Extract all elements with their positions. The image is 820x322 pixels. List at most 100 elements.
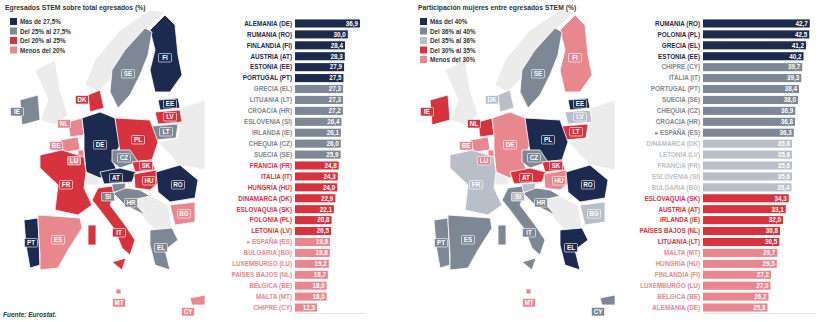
category-label: AUSTRIA (AT) (658, 206, 700, 214)
map-label-box (164, 100, 177, 109)
category-label: ▸ ESPAÑA (ES) (247, 237, 292, 246)
map-label-box (569, 54, 582, 63)
bar (295, 107, 343, 115)
category-label: FRANCIA (FR) (250, 162, 292, 170)
map-label-box (52, 236, 65, 245)
bar (703, 30, 809, 38)
legend-label: Del 25% al 27,5% (20, 28, 71, 36)
bar (703, 205, 786, 213)
map-country (38, 215, 82, 270)
map-label: AT (112, 174, 120, 181)
map-label: RO (173, 181, 183, 188)
map-country (492, 112, 530, 178)
x-axis (703, 313, 816, 314)
category-label: CHIPRE (CY) (662, 63, 700, 71)
bar (295, 118, 341, 126)
bar (295, 216, 332, 224)
map-country (520, 28, 562, 108)
bar (295, 161, 339, 169)
map-country (40, 150, 92, 215)
map-label-box (523, 229, 536, 238)
data-label: 42,5 (795, 31, 808, 39)
legend-label: Del 20% al 25% (20, 37, 66, 44)
map-label-box (118, 154, 131, 163)
map-label: FI (162, 54, 168, 61)
map-label: EL (567, 244, 575, 251)
map-label-box (76, 96, 89, 105)
data-label: 40,2 (789, 53, 802, 61)
category-label: POLONIA (PL) (250, 216, 292, 224)
map: FISEEELVLTDKIENLBELUDEPLCZSKATHUSIHRROBG… (11, 10, 206, 316)
map-label: DE (506, 141, 515, 148)
map-label-box (122, 70, 135, 79)
category-label: ESTONIA (EE) (250, 63, 292, 71)
data-label: 26,2 (754, 293, 767, 301)
category-label: ITALIA (IT) (261, 173, 292, 181)
map-label-box (528, 154, 541, 163)
category-label: CROACIA (HR) (656, 118, 700, 126)
map-country (434, 218, 450, 268)
map-label-box (550, 162, 563, 171)
bar (703, 260, 777, 268)
legend-swatch (10, 18, 17, 25)
legend-swatch (10, 28, 17, 35)
category-label: BULGARIA (BG) (244, 249, 292, 257)
legend-label: Del 30% al 35% (430, 47, 476, 54)
bar (703, 52, 804, 60)
map-label-box (592, 308, 605, 317)
map-country (523, 188, 560, 215)
map-country (170, 202, 195, 225)
map-label: LT (572, 128, 579, 135)
map-label-box (470, 181, 483, 190)
map-label-box (542, 136, 555, 145)
map-label-box (565, 244, 578, 253)
data-label: 42,7 (795, 20, 808, 28)
map-country (560, 15, 592, 92)
map-label-box (102, 193, 115, 202)
category-label: PORTUGAL (PT) (243, 74, 292, 82)
legend-swatch (420, 37, 427, 44)
data-label: 12,5 (303, 304, 316, 312)
bar (703, 63, 802, 71)
map-label: DE (96, 141, 105, 148)
legend-swatch (420, 56, 427, 63)
map-label: FR (62, 181, 71, 188)
data-label: 35,6 (778, 162, 791, 170)
category-label: CHIPRE (CY) (254, 304, 292, 312)
bar (703, 227, 780, 235)
map-country (190, 295, 205, 305)
map-label-box (504, 141, 517, 150)
map-label: FR (472, 181, 481, 188)
legend-swatch (420, 47, 427, 54)
figure: FISEEELVLTDKIENLBELUDEPLCZSKATHUSIHRROBG… (0, 0, 820, 322)
data-label: 19,9 (316, 238, 329, 246)
category-label: GRECIA (EL) (662, 42, 700, 50)
map-country (150, 15, 182, 92)
map-label: LU (70, 157, 79, 164)
category-label: CROACIA (HR) (248, 107, 292, 115)
data-label: 33,1 (771, 206, 784, 214)
map-label: SE (534, 70, 542, 77)
category-label: ALEMANIA (DE) (244, 20, 292, 28)
map-label: BE (462, 142, 471, 149)
data-label: 22,1 (320, 206, 333, 214)
map-country (522, 258, 536, 270)
map-land (158, 100, 205, 170)
data-label: 20,5 (317, 227, 330, 235)
bar (703, 161, 792, 169)
map-label: PT (437, 239, 445, 246)
data-label: 19,2 (315, 260, 328, 268)
bar (295, 41, 345, 49)
category-label: PAÍSES BAJOS (NL) (232, 270, 292, 279)
data-label: 30,5 (765, 238, 778, 246)
map-label: CZ (530, 154, 539, 161)
bar (703, 118, 795, 126)
map-country (88, 90, 104, 112)
category-label: LETONIA (LV) (251, 227, 292, 235)
category-label: BULGARIA (BG) (652, 184, 700, 192)
map-label-box (178, 210, 191, 219)
bar (295, 19, 360, 27)
map-label-box (478, 157, 491, 166)
map-country (132, 160, 155, 172)
data-label: 27,3 (329, 96, 342, 104)
